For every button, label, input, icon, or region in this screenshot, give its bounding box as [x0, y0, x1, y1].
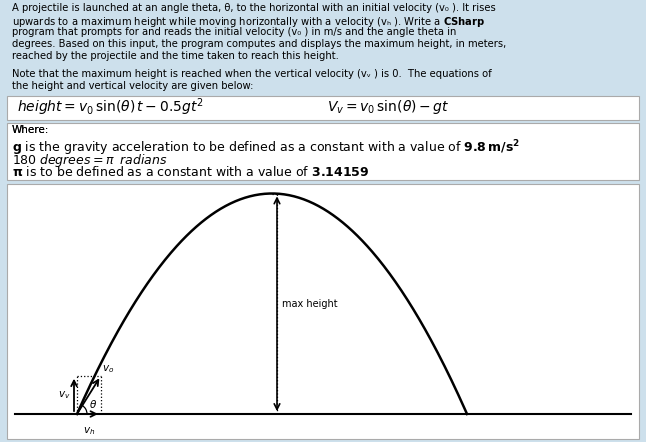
Text: $\mathbf{\pi}$ is to be defined as a constant with a value of $\mathbf{3.14159}$: $\mathbf{\pi}$ is to be defined as a con… — [12, 165, 370, 179]
Text: $180\;\mathit{degrees} = \pi\;\; \mathit{radians}$: $180\;\mathit{degrees} = \pi\;\; \mathit… — [12, 152, 167, 169]
Text: A projectile is launched at an angle theta, θ, to the horizontal with an initial: A projectile is launched at an angle the… — [12, 3, 495, 13]
Text: $\mathbf{g}$ is the gravity acceleration to be defined as a constant with a valu: $\mathbf{g}$ is the gravity acceleration… — [12, 138, 520, 158]
Text: degrees. Based on this input, the program computes and displays the maximum heig: degrees. Based on this input, the progra… — [12, 39, 506, 49]
Text: the height and vertical velocity are given below:: the height and vertical velocity are giv… — [12, 81, 253, 91]
Text: $V_v = v_0\,\mathrm{sin}(\theta) - gt$: $V_v = v_0\,\mathrm{sin}(\theta) - gt$ — [327, 98, 450, 116]
Bar — [7, 96, 639, 120]
Text: $v_h$: $v_h$ — [83, 425, 95, 437]
Text: Where:: Where: — [12, 125, 49, 135]
Bar — [7, 183, 639, 439]
Text: Note that the maximum height is reached when the vertical velocity (vᵥ ) is 0.  : Note that the maximum height is reached … — [12, 69, 492, 79]
Text: $\mathit{height} = v_0\,\mathrm{sin}(\theta)\,t - 0.5gt^2$: $\mathit{height} = v_0\,\mathrm{sin}(\th… — [17, 96, 203, 118]
Text: program that prompts for and reads the initial velocity (v₀ ) in m/s and the ang: program that prompts for and reads the i… — [12, 27, 456, 37]
Text: max height: max height — [282, 299, 338, 309]
Text: $\theta$: $\theta$ — [89, 398, 97, 410]
Text: Where:: Where: — [12, 125, 49, 135]
Bar — [7, 123, 639, 179]
Text: $v_o$: $v_o$ — [102, 363, 114, 375]
Text: upwards to a maximum height while moving horizontally with a velocity (vₕ ). Wri: upwards to a maximum height while moving… — [12, 15, 485, 29]
Text: $v_v$: $v_v$ — [59, 389, 71, 401]
Text: reached by the projectile and the time taken to reach this height.: reached by the projectile and the time t… — [12, 51, 339, 61]
